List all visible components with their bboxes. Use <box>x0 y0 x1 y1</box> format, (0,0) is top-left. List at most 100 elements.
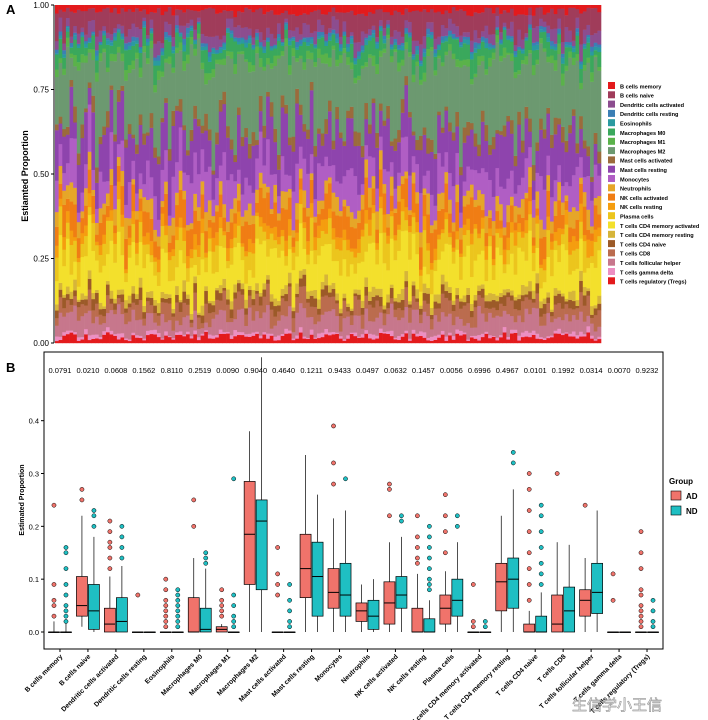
stacked-bar-segment <box>309 250 314 291</box>
stacked-bar-segment <box>353 57 358 61</box>
stacked-bar-segment <box>138 337 143 344</box>
stacked-bar-segment <box>328 310 332 333</box>
stacked-bar-segment <box>411 156 416 173</box>
stacked-bar-segment <box>156 302 161 314</box>
stacked-bar-segment <box>287 286 292 307</box>
stacked-bar-segment <box>331 334 336 344</box>
stacked-bar-segment <box>586 332 591 344</box>
stacked-bar-segment <box>178 32 183 34</box>
stacked-bar-segment <box>287 283 292 287</box>
stacked-bar-segment <box>291 318 296 333</box>
stacked-bar-segment <box>95 338 99 344</box>
stacked-bar-segment <box>378 27 383 31</box>
stacked-bar-segment <box>419 65 423 80</box>
outlier-point <box>163 619 169 624</box>
stacked-bar-segment <box>346 169 351 207</box>
stacked-bar-segment <box>397 201 402 225</box>
stacked-bar-segment <box>397 49 402 63</box>
stacked-bar-segment <box>353 332 358 337</box>
stacked-bar-segment <box>510 333 514 344</box>
stacked-bar-segment <box>335 106 340 120</box>
stacked-bar-segment <box>124 338 129 341</box>
stacked-bar-segment <box>247 336 252 344</box>
stacked-bar-segment <box>371 102 376 158</box>
stacked-bar-segment <box>393 235 398 241</box>
stacked-bar-segment <box>186 8 190 24</box>
stacked-bar-segment <box>371 13 376 26</box>
stacked-bar-segment <box>560 319 565 334</box>
stacked-bar-segment <box>291 310 296 319</box>
stacked-bar-segment <box>102 308 107 317</box>
stacked-bar-segment <box>378 103 383 111</box>
stacked-bar-segment <box>262 5 267 15</box>
stacked-bar-segment <box>378 306 383 313</box>
stacked-bar-segment <box>196 328 201 338</box>
stacked-bar-segment <box>338 62 343 133</box>
stacked-bar-segment <box>393 208 398 213</box>
stacked-bar-segment <box>295 15 300 28</box>
stacked-bar-segment <box>255 29 260 33</box>
stacked-bar-segment <box>138 299 143 320</box>
stacked-bar-segment <box>309 290 314 296</box>
stacked-bar-segment <box>87 87 92 105</box>
stacked-bar-segment <box>404 178 409 208</box>
stacked-bar-segment <box>590 51 595 56</box>
stacked-bar-segment <box>564 224 569 251</box>
stacked-bar-segment <box>193 105 198 119</box>
stacked-bar-segment <box>135 37 140 41</box>
stacked-bar-segment <box>553 180 558 202</box>
stacked-bar-segment <box>320 31 325 36</box>
stacked-bar-segment <box>138 114 143 125</box>
stacked-bar-segment <box>593 267 598 306</box>
stacked-bar-segment <box>440 42 445 63</box>
stacked-bar-segment <box>251 223 256 244</box>
stacked-bar-segment <box>87 104 92 152</box>
stacked-bar-segment <box>65 312 70 331</box>
stacked-bar-segment <box>317 163 322 201</box>
stacked-bar-segment <box>142 52 147 134</box>
stacked-bar-segment <box>124 80 129 140</box>
stacked-bar-segment <box>429 8 434 23</box>
stacked-bar-segment <box>517 46 522 49</box>
stacked-bar-segment <box>76 306 81 321</box>
stacked-bar-segment <box>568 321 573 334</box>
stacked-bar-segment <box>116 13 121 25</box>
stacked-bar-segment <box>266 186 271 193</box>
stacked-bar-segment <box>477 254 482 286</box>
stacked-bar-segment <box>298 223 303 271</box>
stacked-bar-segment <box>124 139 129 148</box>
stacked-bar-segment <box>353 315 358 333</box>
stacked-bar-segment <box>95 222 99 235</box>
stacked-bar-segment <box>65 286 70 295</box>
stacked-bar-segment <box>411 40 416 55</box>
stacked-bar-segment <box>55 40 59 50</box>
stacked-bar-segment <box>386 38 391 106</box>
box <box>199 550 212 633</box>
outlier-point <box>175 613 181 619</box>
stacked-bar-segment <box>193 5 198 11</box>
stacked-bar-segment <box>116 199 121 232</box>
stacked-bar-segment <box>269 233 274 249</box>
stacked-bar-segment <box>415 232 420 255</box>
stacked-bar-segment <box>371 33 376 38</box>
stacked-bar-segment <box>517 340 522 344</box>
stacked-bar-segment <box>557 290 562 294</box>
stacked-bar-segment <box>437 193 442 211</box>
stacked-bar-segment <box>320 166 325 201</box>
stacked-bar-segment <box>429 194 434 226</box>
stacked-bar-segment <box>182 302 187 318</box>
stacked-bar-segment <box>171 72 176 111</box>
stacked-bar-segment <box>542 303 547 314</box>
stacked-bar-segment <box>444 171 449 184</box>
stacked-bar-segment <box>207 334 212 339</box>
stacked-bar-segment <box>280 107 285 157</box>
stacked-bar-segment <box>575 305 580 309</box>
stacked-bar-segment <box>535 247 540 274</box>
stacked-bar-segment <box>531 5 536 16</box>
stacked-bar-segment <box>120 36 125 40</box>
stacked-bar-segment <box>131 210 136 225</box>
stacked-bar-segment <box>408 35 413 38</box>
stacked-bar-segment <box>280 155 285 192</box>
stacked-bar-segment <box>273 5 278 15</box>
stacked-bar-segment <box>244 42 249 48</box>
